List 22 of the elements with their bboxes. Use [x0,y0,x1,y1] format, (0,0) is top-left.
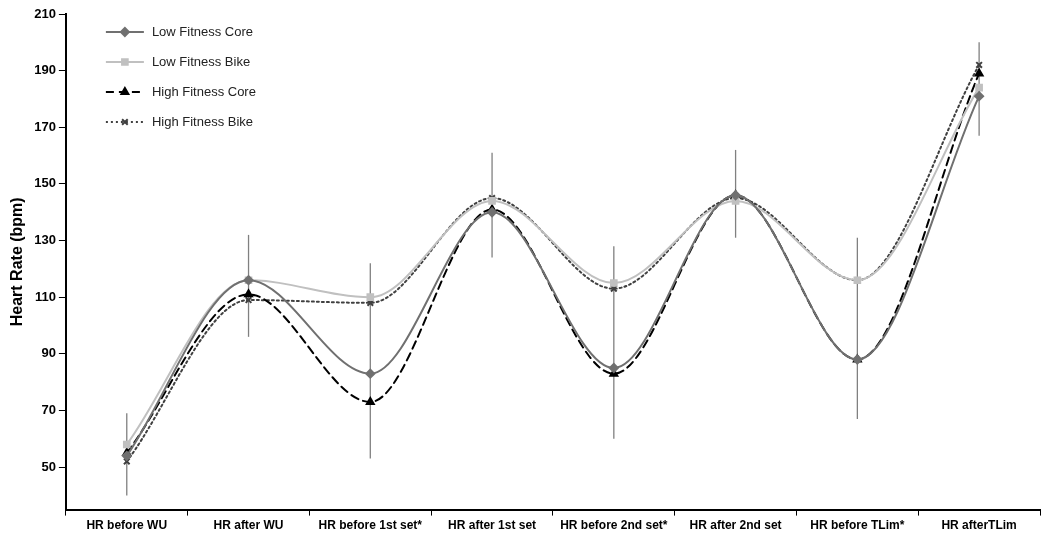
y-tick-label: 50 [41,458,56,474]
y-tick-label: 170 [34,118,56,134]
y-tick-label: 110 [34,288,56,304]
legend-label: High Fitness Bike [151,113,254,129]
y-tick-label: 90 [41,345,56,361]
x-tick-label: HR after 1st set [448,518,537,533]
x-tick-label: HR before 1st set* [318,518,423,533]
legend-label: High Fitness Core [151,83,256,99]
legend-label: Low Fitness Bike [151,53,251,69]
x-tick-label: HR before 2nd set* [560,518,668,533]
y-tick-label: 150 [34,175,56,191]
y-tick-label: 70 [41,402,56,418]
x-tick-label: HR before WU [86,518,168,533]
y-tick-label: 130 [34,232,56,248]
y-axis-title: Heart Rate (bpm) [8,197,26,327]
x-tick-label: HR afterTLim [941,518,1017,533]
x-tick-label: HR after WU [213,518,284,533]
legend-label: Low Fitness Core [151,23,254,39]
x-tick-label: HR after 2nd set [689,518,782,533]
x-tick-label: HR before TLim* [810,518,905,533]
y-tick-label: 210 [34,5,56,21]
y-tick-label: 190 [34,62,56,78]
